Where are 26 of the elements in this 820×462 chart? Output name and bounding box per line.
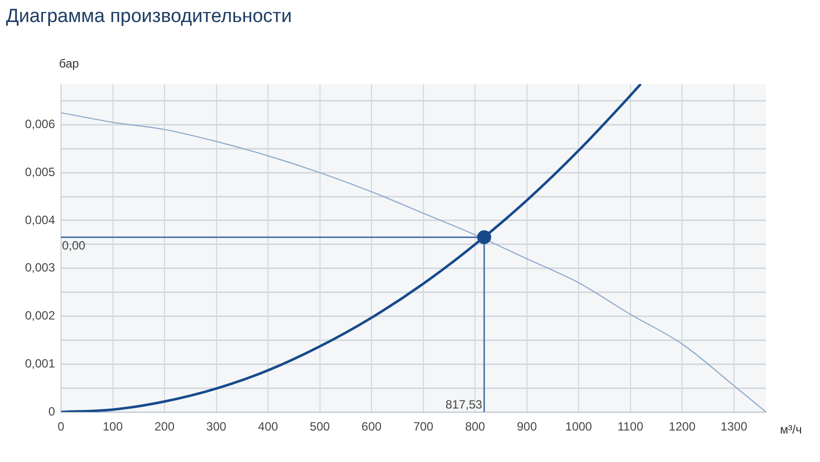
x-tick-label: 900: [516, 420, 538, 434]
x-tick-label: 1300: [720, 420, 748, 434]
y-tick-label: 0,004: [24, 212, 56, 227]
x-tick-label: 500: [310, 420, 330, 434]
x-tick-label: 1000: [565, 420, 592, 434]
x-tick-label: 200: [154, 420, 175, 434]
ref-line-label: 0,00: [62, 238, 86, 253]
y-tick-label: 0,003: [24, 260, 56, 275]
x-tick-label: 1100: [617, 420, 644, 434]
x-tick-label: 700: [413, 420, 434, 434]
x-tick-label: 400: [258, 420, 278, 434]
chart-title: Диаграмма производительности: [6, 6, 292, 28]
x-tick-label: 300: [206, 420, 227, 434]
x-tick-label: 600: [362, 420, 382, 434]
y-tick-label: 0,006: [24, 117, 56, 132]
x-tick-label: 800: [465, 420, 486, 434]
x-axis-title: м³/ч: [780, 422, 802, 436]
x-tick-label: 1200: [668, 420, 696, 434]
x-tick-label: 0: [58, 420, 65, 434]
ref-line-label: 817,53: [445, 397, 482, 412]
x-tick-label: 100: [102, 420, 124, 434]
y-tick-label: 0,001: [24, 356, 56, 370]
y-tick-label: 0,002: [24, 308, 56, 323]
y-tick-label: 0,005: [24, 164, 56, 179]
y-tick-label: 0: [48, 404, 56, 418]
y-axis-title: бар: [59, 56, 80, 70]
